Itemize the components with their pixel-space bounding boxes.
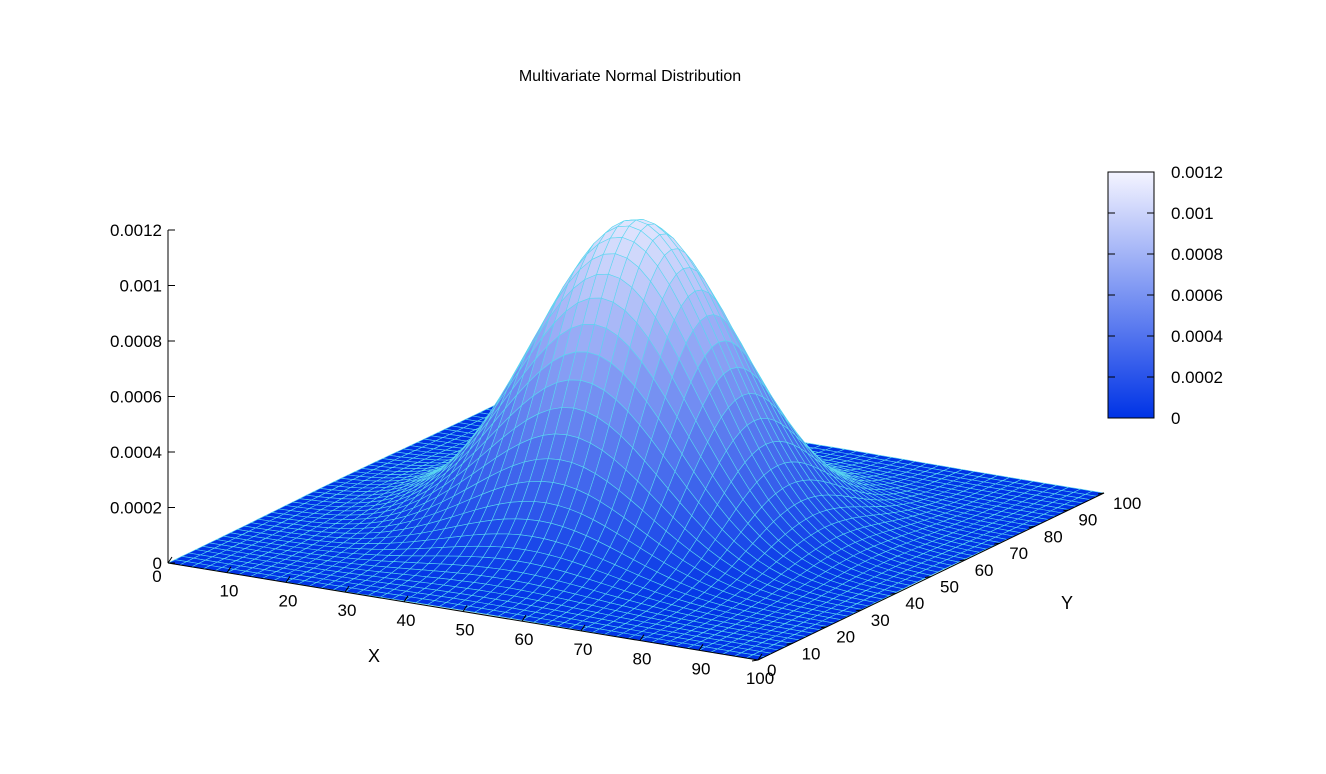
y-tick-label: 10 — [802, 644, 821, 663]
colorbar: 0 0.0002 0.0004 0.0006 0.0008 0.001 0.0012 — [1107, 163, 1223, 428]
x-tick-mark — [521, 614, 527, 622]
y-tick-mark — [924, 576, 932, 578]
y-tick-mark — [821, 626, 828, 629]
colorbar-gradient — [1107, 171, 1155, 419]
y-tick-label: 20 — [836, 628, 855, 647]
x-tick-mark — [344, 585, 350, 593]
colorbar-tick-label: 0 — [1171, 409, 1180, 428]
x-tick-mark — [580, 624, 586, 632]
chart-title: Multivariate Normal Distribution — [519, 68, 741, 85]
x-tick-mark — [462, 605, 468, 612]
z-tick-label: 0.0006 — [110, 388, 162, 407]
colorbar-tick-label: 0.0004 — [1171, 327, 1223, 346]
colorbar-tick-label: 0.001 — [1171, 204, 1214, 223]
y-tick-mark — [786, 642, 793, 645]
x-tick-mark — [167, 556, 173, 564]
y-tick-label: 40 — [905, 594, 924, 613]
x-tick-label: 0 — [152, 567, 161, 586]
x-tick-label: 70 — [574, 640, 593, 659]
colorbar-tick-label: 0.0006 — [1171, 286, 1223, 305]
x-tick-mark — [639, 634, 645, 641]
z-tick-label: 0.0012 — [110, 221, 162, 240]
x-tick-label: 30 — [338, 601, 357, 620]
z-tick-label: 0.001 — [119, 277, 162, 296]
colorbar-tick-label: 0.0002 — [1171, 368, 1223, 387]
y-tick-mark — [1028, 525, 1035, 528]
x-tick-mark — [757, 653, 763, 661]
y-tick-mark — [890, 592, 897, 595]
x-tick-label: 50 — [456, 621, 475, 640]
x-tick-mark — [226, 566, 232, 573]
y-tick-label: 0 — [767, 661, 776, 680]
x-tick-label: 40 — [397, 611, 416, 630]
y-tick-mark — [994, 542, 1001, 545]
x-axis-label: X — [368, 646, 380, 666]
x-tick-label: 90 — [692, 659, 711, 678]
surface-mesh — [167, 219, 1105, 661]
x-tick-label: 60 — [515, 630, 534, 649]
z-tick-label: 0.0004 — [110, 443, 162, 462]
x-tick-mark — [698, 644, 704, 651]
colorbar-tick-label: 0.0012 — [1171, 163, 1223, 182]
y-tick-mark — [959, 559, 966, 562]
x-tick-label: 20 — [279, 591, 298, 610]
x-tick-label: 80 — [633, 650, 652, 669]
y-tick-mark — [1063, 509, 1070, 512]
y-tick-label: 70 — [1009, 544, 1028, 563]
y-tick-label: 90 — [1078, 511, 1097, 530]
y-tick-mark — [751, 659, 759, 662]
z-tick-label: 0 — [153, 554, 162, 573]
colorbar-tick-label: 0.0008 — [1171, 245, 1223, 264]
y-tick-label: 100 — [1113, 494, 1141, 513]
y-axis-label: Y — [1061, 593, 1073, 613]
y-tick-mark — [1097, 492, 1105, 495]
y-tick-label: 80 — [1044, 527, 1063, 546]
z-tick-label: 0.0002 — [110, 499, 162, 518]
x-tick-mark — [403, 595, 409, 603]
axes: 0 0.0002 0.0004 0.0006 0.0008 0.001 0.0012 0 10 2… — [110, 221, 1141, 688]
z-tick-label: 0.0008 — [110, 332, 162, 351]
x-tick-label: 10 — [220, 582, 239, 601]
x-tick-label: 100 — [746, 669, 774, 688]
y-tick-label: 50 — [940, 578, 959, 597]
y-tick-mark — [855, 609, 862, 612]
x-tick-mark — [285, 576, 291, 583]
y-tick-label: 60 — [975, 561, 994, 580]
y-tick-label: 30 — [871, 611, 890, 630]
